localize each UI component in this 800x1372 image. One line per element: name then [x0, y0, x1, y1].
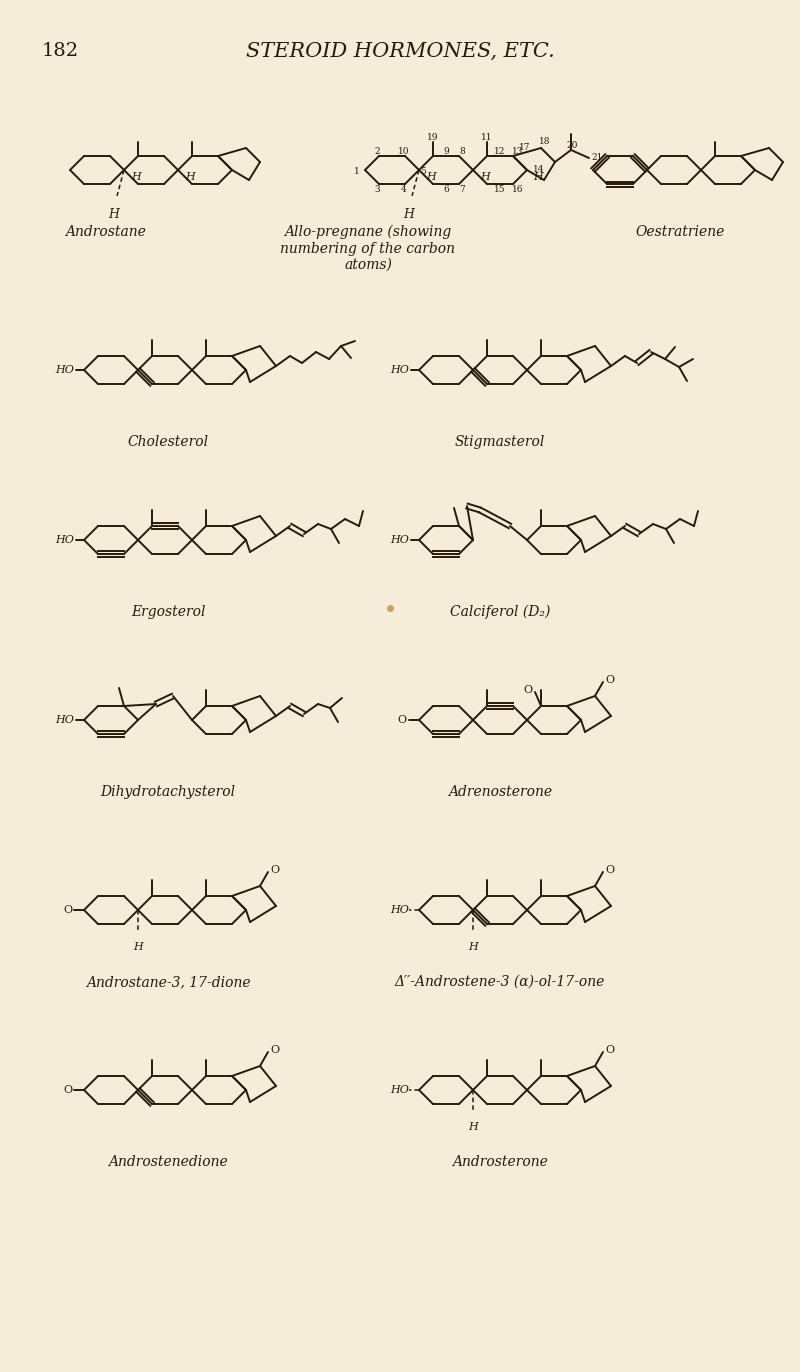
Text: 15: 15 [494, 184, 506, 193]
Text: Androstane-3, 17-dione: Androstane-3, 17-dione [86, 975, 250, 989]
Text: HO: HO [390, 365, 409, 375]
Text: Androstane: Androstane [65, 225, 146, 239]
Text: HO: HO [390, 535, 409, 545]
Text: O: O [63, 906, 72, 915]
Text: 2: 2 [374, 148, 380, 156]
Text: 11: 11 [482, 133, 493, 143]
Text: O: O [63, 1085, 72, 1095]
Text: Stigmasterol: Stigmasterol [455, 435, 545, 449]
Text: 182: 182 [42, 43, 79, 60]
Text: O: O [524, 685, 533, 696]
Text: Dihydrotachysterol: Dihydrotachysterol [101, 785, 235, 799]
Text: 17: 17 [519, 144, 530, 152]
Text: Δ′′-Androstene-3 (α)-ol-17-one: Δ′′-Androstene-3 (α)-ol-17-one [395, 975, 605, 989]
Text: 19: 19 [427, 133, 438, 143]
Text: Ergosterol: Ergosterol [130, 605, 206, 619]
Text: O: O [270, 1045, 279, 1055]
Text: Cholesterol: Cholesterol [127, 435, 209, 449]
Text: 16: 16 [512, 184, 524, 193]
Text: Oestratriene: Oestratriene [635, 225, 725, 239]
Text: H: H [426, 172, 436, 182]
Text: Adrenosterone: Adrenosterone [448, 785, 552, 799]
Text: O: O [605, 864, 614, 875]
Text: H: H [480, 172, 490, 182]
Text: 3: 3 [374, 184, 380, 193]
Text: H: H [468, 943, 478, 952]
Text: 7: 7 [459, 184, 465, 193]
Text: H: H [403, 209, 414, 221]
Text: H: H [468, 1122, 478, 1132]
Text: 10: 10 [398, 148, 410, 156]
Text: HO: HO [55, 715, 74, 724]
Text: O: O [398, 715, 407, 724]
Text: H: H [185, 172, 194, 182]
Text: 5: 5 [420, 166, 426, 176]
Text: 18: 18 [539, 137, 550, 147]
Text: H: H [133, 943, 143, 952]
Text: H: H [109, 209, 119, 221]
Text: 9: 9 [443, 148, 449, 156]
Text: O: O [270, 864, 279, 875]
Text: STEROID HORMONES, ETC.: STEROID HORMONES, ETC. [246, 43, 554, 60]
Text: 20: 20 [566, 141, 578, 151]
Text: 4: 4 [401, 184, 407, 193]
Text: 1: 1 [354, 166, 360, 176]
Text: 13: 13 [512, 148, 524, 156]
Text: 14: 14 [533, 166, 545, 174]
Text: HO: HO [390, 906, 409, 915]
Text: HO: HO [55, 365, 74, 375]
Text: HO: HO [55, 535, 74, 545]
Text: Androstenedione: Androstenedione [108, 1155, 228, 1169]
Text: O: O [605, 1045, 614, 1055]
Text: 12: 12 [494, 148, 506, 156]
Text: O: O [605, 675, 614, 685]
Text: H: H [533, 172, 542, 182]
Text: Allo-pregnane (showing
numbering of the carbon
atoms): Allo-pregnane (showing numbering of the … [281, 225, 455, 272]
Text: HO: HO [390, 1085, 409, 1095]
Text: 8: 8 [459, 148, 465, 156]
Text: Androsterone: Androsterone [452, 1155, 548, 1169]
Text: H: H [131, 172, 141, 182]
Text: Calciferol (D₂): Calciferol (D₂) [450, 605, 550, 619]
Text: 21: 21 [591, 154, 602, 162]
Text: 6: 6 [443, 184, 449, 193]
